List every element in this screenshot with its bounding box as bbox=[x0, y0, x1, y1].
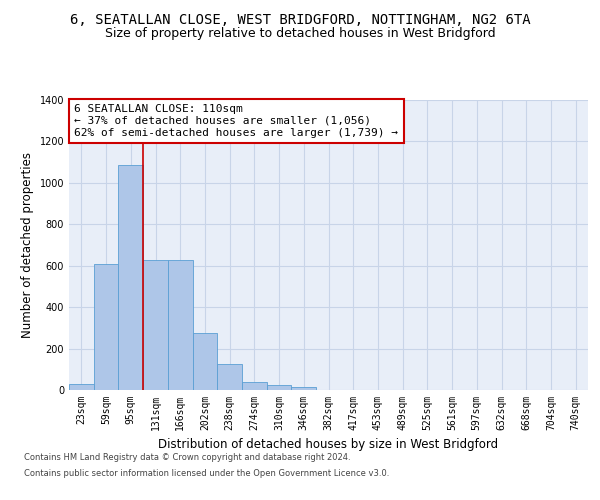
Text: Size of property relative to detached houses in West Bridgford: Size of property relative to detached ho… bbox=[104, 28, 496, 40]
X-axis label: Distribution of detached houses by size in West Bridgford: Distribution of detached houses by size … bbox=[158, 438, 499, 452]
Bar bbox=[292, 387, 316, 390]
Bar bbox=[267, 385, 292, 390]
Bar bbox=[118, 166, 143, 390]
Bar bbox=[94, 264, 118, 390]
Text: 6, SEATALLAN CLOSE, WEST BRIDGFORD, NOTTINGHAM, NG2 6TA: 6, SEATALLAN CLOSE, WEST BRIDGFORD, NOTT… bbox=[70, 12, 530, 26]
Text: Contains HM Land Registry data © Crown copyright and database right 2024.: Contains HM Land Registry data © Crown c… bbox=[24, 454, 350, 462]
Bar bbox=[143, 260, 168, 390]
Bar bbox=[217, 364, 242, 390]
Bar bbox=[168, 260, 193, 390]
Y-axis label: Number of detached properties: Number of detached properties bbox=[21, 152, 34, 338]
Bar bbox=[69, 384, 94, 390]
Text: Contains public sector information licensed under the Open Government Licence v3: Contains public sector information licen… bbox=[24, 468, 389, 477]
Bar bbox=[242, 382, 267, 390]
Text: 6 SEATALLAN CLOSE: 110sqm
← 37% of detached houses are smaller (1,056)
62% of se: 6 SEATALLAN CLOSE: 110sqm ← 37% of detac… bbox=[74, 104, 398, 138]
Bar bbox=[193, 333, 217, 390]
